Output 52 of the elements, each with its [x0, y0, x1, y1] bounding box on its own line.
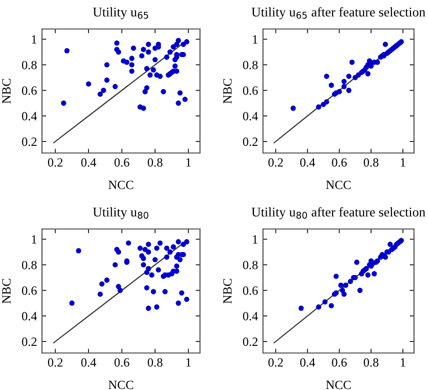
- y-tick-label: 1: [32, 235, 36, 244]
- x-tick-label: 0.6: [114, 158, 130, 167]
- x-axis-title: NCC: [326, 180, 351, 190]
- x-tick-label: 0.2: [268, 158, 283, 167]
- y-tick-label: 0.4: [242, 112, 258, 120]
- x-tick-label: 0.2: [48, 158, 62, 167]
- x-tick-label: 0.8: [364, 158, 378, 167]
- x-tick-label: 0.6: [332, 358, 347, 367]
- x-tick-label: 0.2: [268, 358, 283, 367]
- x-tick-label: 0.6: [332, 158, 347, 167]
- x-tick-label: 0.4: [300, 358, 316, 367]
- x-tick-label: 1: [186, 158, 191, 167]
- x-tick-label: 0.4: [300, 158, 316, 167]
- y-axis-title: NBC: [223, 78, 232, 104]
- chart-title: Utility u$_{80}$ after feature selection: [252, 207, 426, 220]
- y-tick-label: 0.2: [22, 338, 36, 346]
- x-tick-label: 0.4: [81, 158, 96, 167]
- x-tick-label: 0.8: [148, 358, 162, 367]
- x-tick-label: 0.2: [48, 358, 62, 367]
- y-tick-label: 0.8: [242, 260, 258, 270]
- x-tick-label: 0.8: [364, 358, 378, 367]
- chart-title: Utility u$_{80}$: [92, 207, 148, 220]
- y-tick-label: 1: [252, 35, 258, 44]
- x-tick-label: 1: [400, 358, 406, 367]
- y-tick-label: 0.2: [242, 338, 258, 346]
- y-tick-label: 0.8: [22, 260, 37, 270]
- x-tick-label: 1: [186, 358, 191, 367]
- x-axis-title: NCC: [326, 380, 351, 390]
- y-axis-title: NBC: [2, 78, 11, 104]
- x-axis-title: NCC: [108, 380, 134, 390]
- x-tick-label: 0.6: [114, 358, 130, 367]
- y-tick-label: 0.6: [242, 286, 258, 295]
- chart-title: Utility u$_{65}$: [92, 7, 148, 20]
- x-tick-label: 1: [400, 158, 406, 167]
- y-axis-title: NBC: [223, 278, 232, 304]
- x-axis-title: NCC: [108, 180, 134, 190]
- y-tick-label: 1: [252, 235, 258, 244]
- x-tick-label: 0.4: [81, 358, 96, 367]
- y-tick-label: 0.4: [22, 312, 37, 320]
- chart-title: Utility u$_{65}$ after feature selection: [252, 7, 426, 20]
- y-tick-label: 0.4: [242, 312, 258, 320]
- y-tick-label: 0.8: [22, 60, 37, 70]
- y-tick-label: 0.6: [22, 286, 37, 295]
- y-tick-label: 0.2: [22, 138, 36, 146]
- y-axis-title: NBC: [2, 278, 11, 304]
- y-tick-label: 0.4: [22, 112, 37, 120]
- y-tick-label: 0.6: [22, 86, 37, 95]
- y-tick-label: 0.2: [242, 138, 258, 146]
- x-tick-label: 0.8: [148, 158, 162, 167]
- y-tick-label: 1: [32, 35, 36, 44]
- y-tick-label: 0.6: [242, 86, 258, 95]
- y-tick-label: 0.8: [242, 60, 258, 70]
